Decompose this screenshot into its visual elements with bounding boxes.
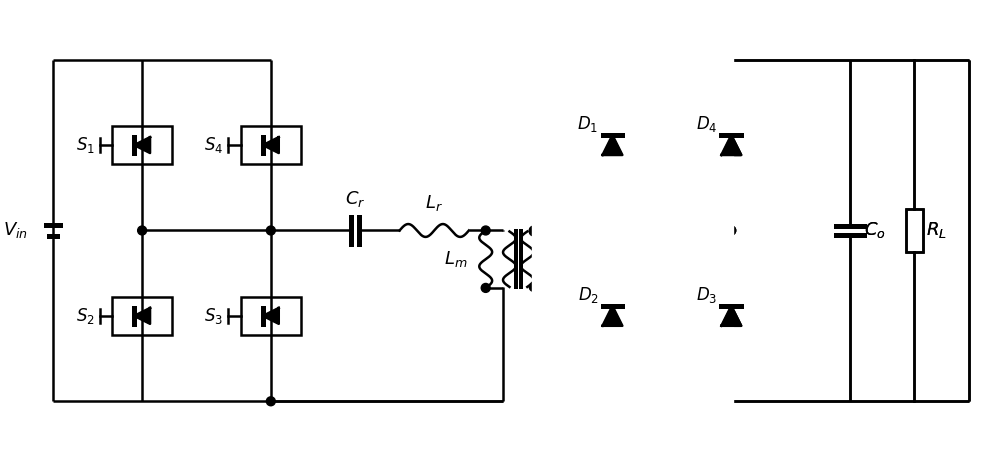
Bar	[241, 126, 301, 164]
Bar	[906, 209, 923, 252]
Polygon shape	[532, 58, 733, 403]
Polygon shape	[603, 135, 622, 155]
Circle shape	[529, 283, 538, 291]
Polygon shape	[263, 137, 279, 153]
Polygon shape	[721, 306, 741, 326]
Circle shape	[481, 226, 490, 235]
Text: $V_{in}$: $V_{in}$	[3, 220, 28, 240]
Polygon shape	[603, 306, 622, 326]
Text: $C_o$: $C_o$	[864, 220, 886, 240]
Circle shape	[727, 226, 736, 235]
Text: $D_2$: $D_2$	[578, 284, 599, 304]
Text: $C_r$: $C_r$	[345, 189, 365, 209]
Polygon shape	[603, 135, 622, 155]
Polygon shape	[721, 135, 741, 155]
Circle shape	[529, 226, 538, 235]
Circle shape	[266, 397, 275, 406]
Circle shape	[266, 226, 275, 235]
Circle shape	[608, 226, 617, 235]
Circle shape	[529, 227, 538, 236]
Text: $R_L$: $R_L$	[926, 220, 947, 240]
Circle shape	[481, 284, 490, 292]
Text: $D_1$: $D_1$	[577, 113, 599, 133]
Polygon shape	[263, 308, 279, 324]
Bar	[241, 297, 301, 335]
Polygon shape	[603, 306, 622, 326]
Circle shape	[608, 226, 617, 235]
Text: $S_1$: $S_1$	[76, 135, 95, 155]
Polygon shape	[134, 137, 150, 153]
Polygon shape	[721, 135, 741, 155]
Bar	[112, 297, 172, 335]
Polygon shape	[134, 308, 150, 324]
Text: $D_3$: $D_3$	[696, 285, 717, 305]
Polygon shape	[721, 306, 741, 326]
Text: $S_4$: $S_4$	[204, 135, 223, 155]
Text: $L_m$: $L_m$	[444, 249, 468, 269]
Text: $L_r$: $L_r$	[425, 193, 443, 213]
Text: $D_4$: $D_4$	[696, 114, 717, 134]
Text: $D_1$: $D_1$	[577, 114, 599, 134]
Circle shape	[138, 226, 147, 235]
Text: $D_2$: $D_2$	[578, 285, 599, 305]
Text: $D_1$: $D_1$	[577, 115, 599, 135]
Circle shape	[727, 226, 736, 235]
Text: $S_3$: $S_3$	[204, 306, 223, 326]
Bar	[906, 209, 923, 252]
Text: $S_2$: $S_2$	[76, 306, 95, 326]
Text: $D_4$: $D_4$	[696, 113, 717, 133]
Text: $R_L$: $R_L$	[926, 220, 947, 240]
Text: $C_o$: $C_o$	[864, 220, 886, 240]
Bar	[112, 126, 172, 164]
Text: $D_3$: $D_3$	[696, 284, 717, 304]
